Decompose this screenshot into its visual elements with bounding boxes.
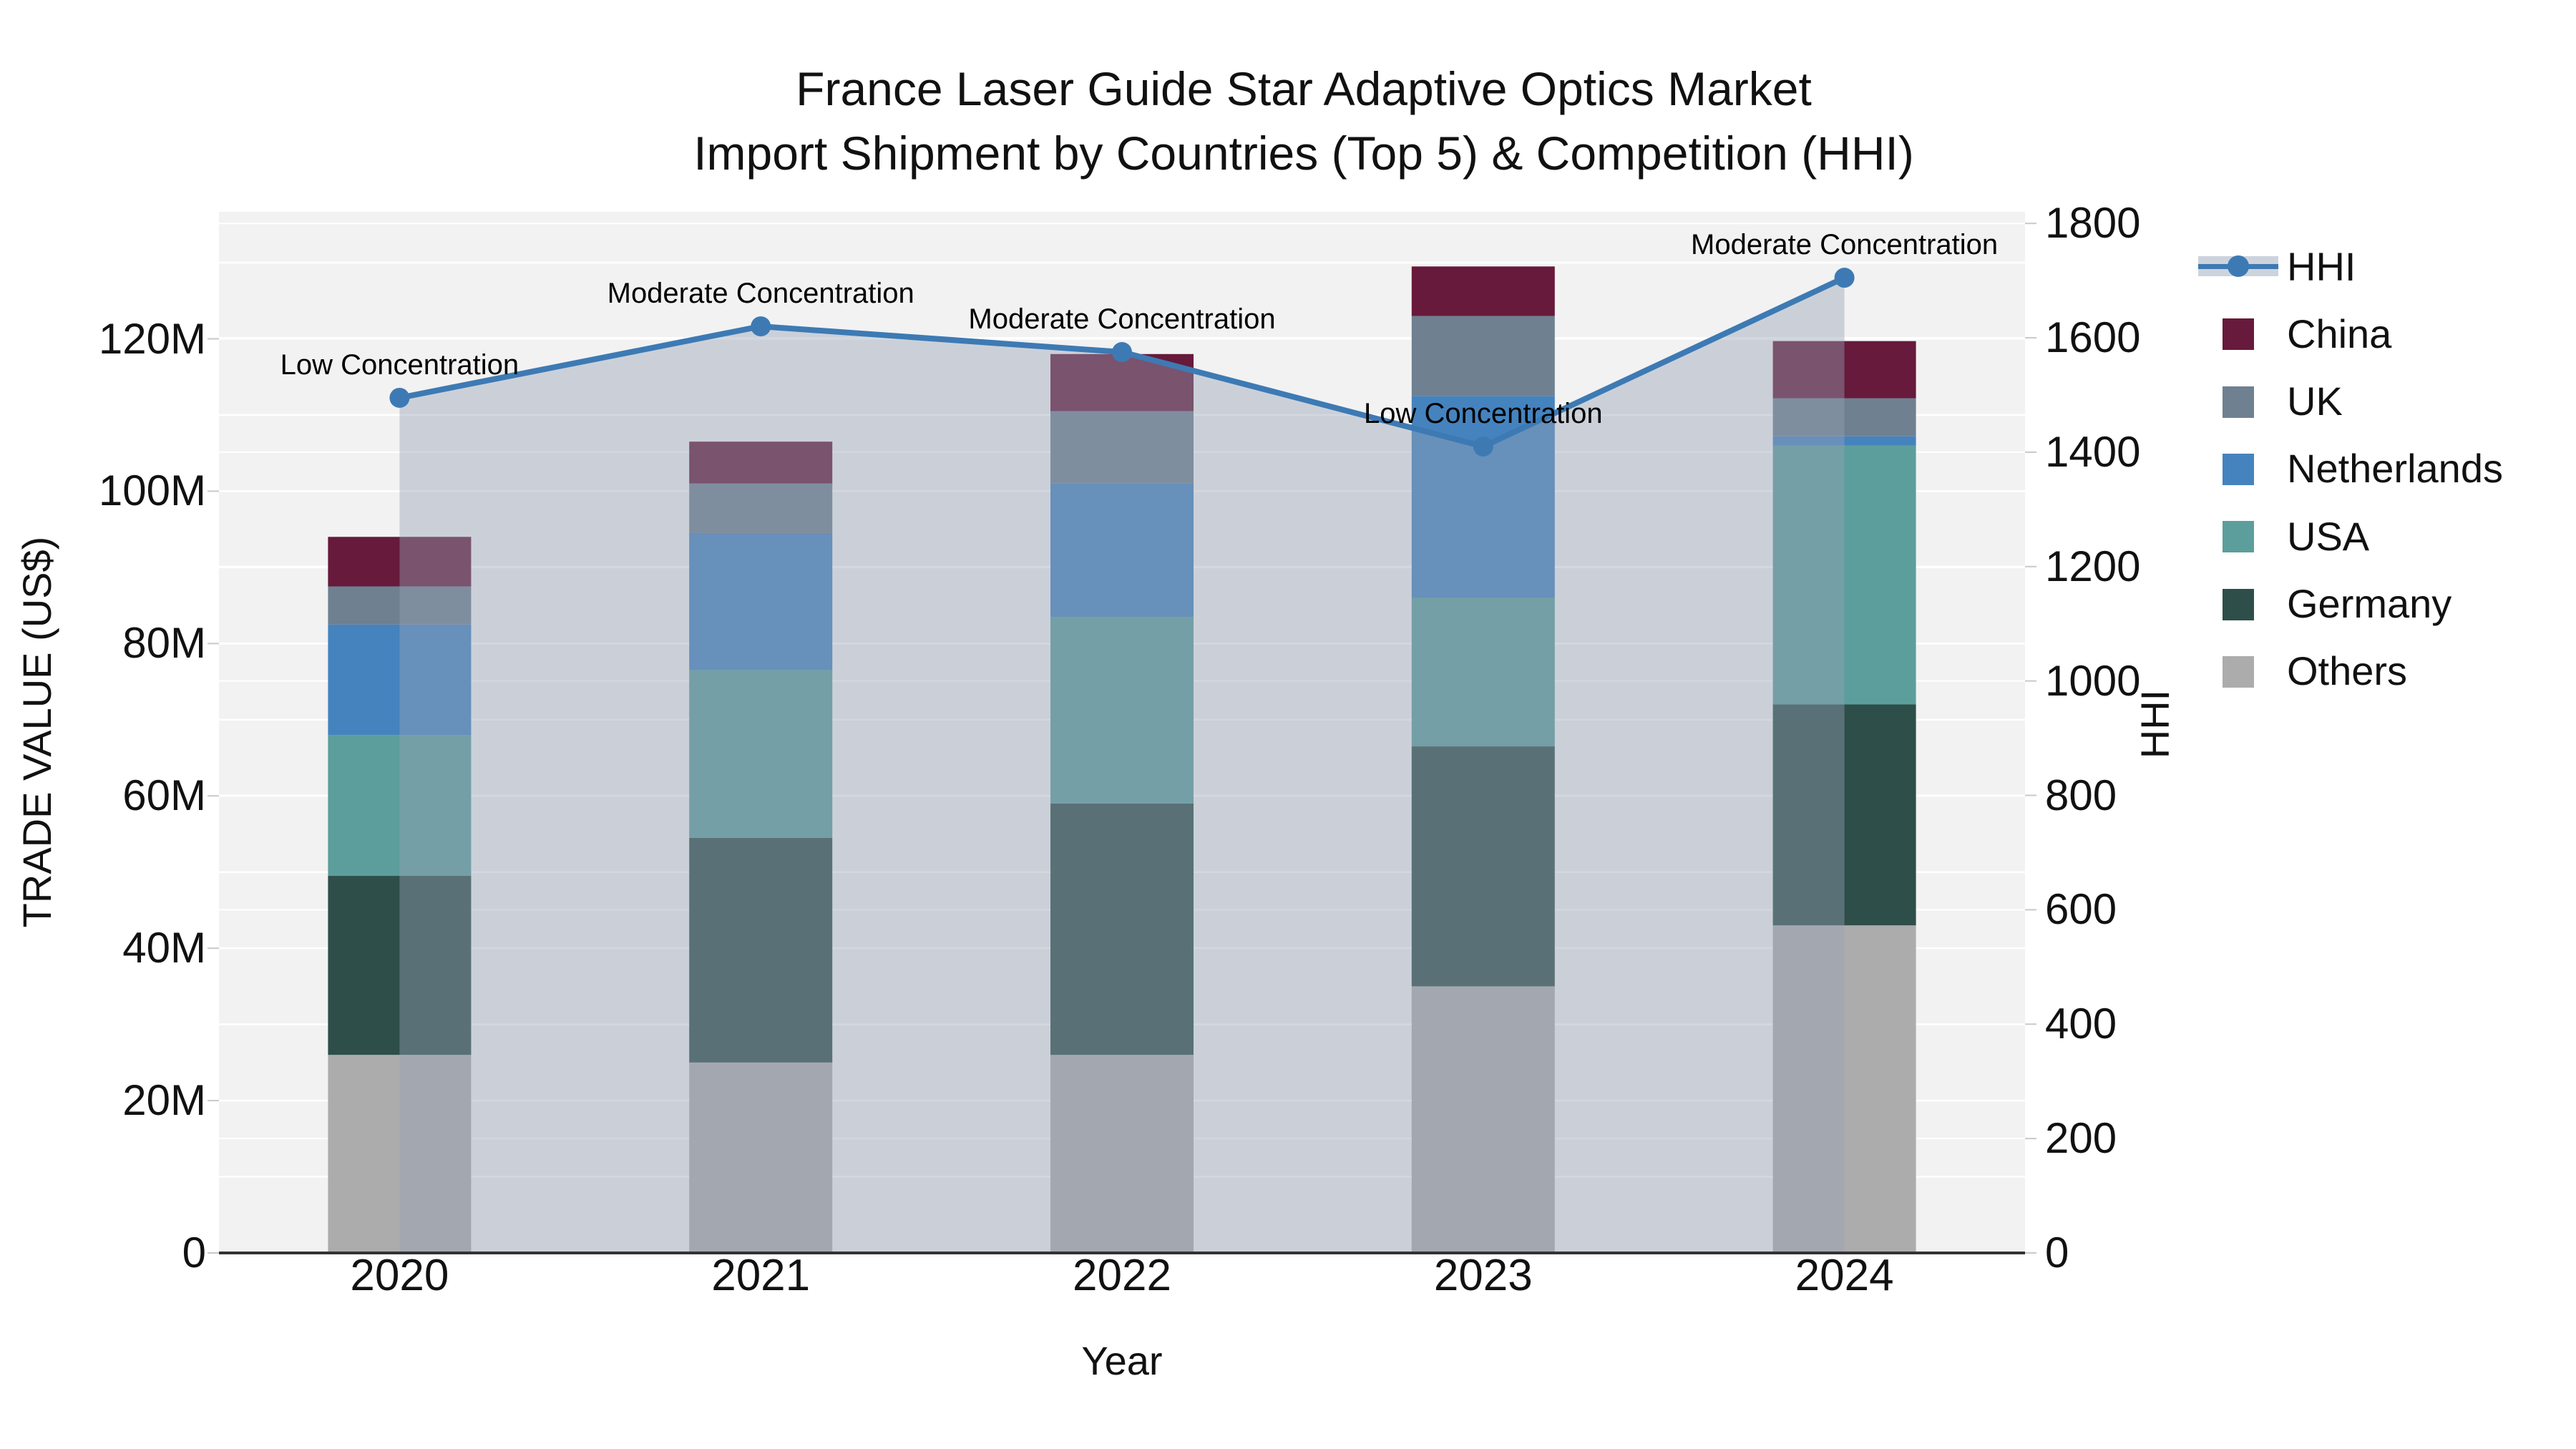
bar-segment-uk-2023 bbox=[1411, 316, 1555, 396]
legend-label: HHI bbox=[2287, 243, 2356, 289]
legend-line-sample-icon bbox=[2198, 243, 2278, 290]
bar-segment-uk-2020 bbox=[328, 586, 472, 625]
legend-label: Germany bbox=[2287, 581, 2452, 626]
hhi-annotation-2024: Moderate Concentration bbox=[1691, 229, 1999, 261]
bar-segment-usa-2024 bbox=[1772, 445, 1916, 705]
y2-axis-tick-label: 200 bbox=[2045, 1114, 2117, 1163]
bar-segment-china-2024 bbox=[1772, 341, 1916, 399]
legend-item-netherlands[interactable]: Netherlands bbox=[2198, 445, 2503, 492]
y2-axis-tick-label: 1400 bbox=[2045, 427, 2141, 476]
bar-segment-usa-2022 bbox=[1050, 617, 1194, 804]
bar-segment-germany-2022 bbox=[1050, 803, 1194, 1055]
y-axis-tick-label: 60M bbox=[122, 771, 206, 820]
legend-swatch-icon bbox=[2198, 580, 2278, 628]
hhi-annotation-2021: Moderate Concentration bbox=[607, 278, 914, 310]
hhi-annotation-2023: Low Concentration bbox=[1364, 397, 1603, 429]
legend-swatch-icon bbox=[2198, 310, 2278, 357]
bar-segment-usa-2023 bbox=[1411, 597, 1555, 747]
bar-segment-usa-2020 bbox=[328, 735, 472, 877]
bar-segment-germany-2020 bbox=[328, 876, 472, 1055]
y-axis-tick-label: 40M bbox=[122, 924, 206, 972]
x-axis-tick-label: 2021 bbox=[711, 1251, 811, 1300]
legend-label: UK bbox=[2287, 379, 2343, 424]
legend-item-china[interactable]: China bbox=[2198, 310, 2391, 357]
legend-item-hhi[interactable]: HHI bbox=[2198, 243, 2356, 290]
bar-segment-others-2021 bbox=[689, 1062, 833, 1253]
y2-axis-tick-label: 1800 bbox=[2045, 199, 2141, 248]
legend-label: China bbox=[2287, 311, 2392, 356]
bar-segment-others-2020 bbox=[328, 1055, 472, 1253]
bar-segment-china-2023 bbox=[1411, 266, 1555, 316]
y2-axis-tick-label: 600 bbox=[2045, 885, 2117, 934]
bar-segment-germany-2023 bbox=[1411, 746, 1555, 987]
bar-segment-china-2021 bbox=[689, 441, 833, 484]
x-axis-tick-label: 2020 bbox=[350, 1251, 449, 1300]
bar-segment-netherlands-2020 bbox=[328, 624, 472, 736]
y2-axis-tick-label: 400 bbox=[2045, 1000, 2117, 1048]
hhi-point-2022 bbox=[1112, 342, 1132, 363]
bar-segment-germany-2024 bbox=[1772, 704, 1916, 926]
chart-title-line2: Import Shipment by Countries (Top 5) & C… bbox=[693, 127, 1914, 180]
y2-axis-tick-label: 1600 bbox=[2045, 313, 2141, 362]
bar-segment-usa-2021 bbox=[689, 670, 833, 838]
bar-segment-others-2023 bbox=[1411, 986, 1555, 1253]
y2-axis-tick-label: 800 bbox=[2045, 771, 2117, 819]
bar-segment-uk-2024 bbox=[1772, 398, 1916, 436]
bar-segment-netherlands-2022 bbox=[1050, 483, 1194, 618]
bar-segment-uk-2022 bbox=[1050, 411, 1194, 484]
bar-segment-germany-2021 bbox=[689, 837, 833, 1063]
legend-label: Others bbox=[2287, 648, 2408, 694]
hhi-point-2021 bbox=[751, 316, 771, 337]
legend-item-others[interactable]: Others bbox=[2198, 648, 2407, 695]
bar-segment-others-2022 bbox=[1050, 1055, 1194, 1253]
y-axis-tick-label: 100M bbox=[98, 467, 206, 515]
hhi-annotation-2020: Low Concentration bbox=[280, 348, 519, 381]
legend-item-uk[interactable]: UK bbox=[2198, 378, 2343, 425]
hhi-point-2024 bbox=[1834, 268, 1855, 288]
legend-color-swatch bbox=[2223, 655, 2254, 688]
bar-segment-netherlands-2024 bbox=[1772, 436, 1916, 446]
legend-label: Netherlands bbox=[2287, 446, 2503, 492]
chart-title-line1: France Laser Guide Star Adaptive Optics … bbox=[796, 62, 1812, 115]
x-axis-tick-label: 2024 bbox=[1795, 1251, 1894, 1300]
legend-marker-dot bbox=[2228, 255, 2249, 277]
bar-segment-netherlands-2023 bbox=[1411, 396, 1555, 598]
hhi-annotation-2022: Moderate Concentration bbox=[968, 303, 1276, 336]
y2-axis-tick-label: 1000 bbox=[2045, 656, 2141, 705]
y-axis-tick-label: 80M bbox=[122, 619, 206, 668]
hhi-point-2020 bbox=[389, 387, 410, 408]
legend-color-swatch bbox=[2223, 588, 2254, 620]
legend-item-usa[interactable]: USA bbox=[2198, 512, 2369, 560]
legend-color-swatch bbox=[2223, 318, 2254, 351]
bar-segment-uk-2021 bbox=[689, 483, 833, 533]
y2-axis-tick-label: 1200 bbox=[2045, 542, 2141, 590]
x-axis-title: Year bbox=[1081, 1338, 1163, 1383]
legend-swatch-icon bbox=[2198, 648, 2278, 695]
legend-swatch-icon bbox=[2198, 512, 2278, 560]
bar-segment-netherlands-2021 bbox=[689, 532, 833, 670]
bar-segment-others-2024 bbox=[1772, 925, 1916, 1253]
hhi-area-fill bbox=[399, 278, 1845, 1253]
legend-color-swatch bbox=[2223, 521, 2254, 553]
y2-axis-title: HHI bbox=[2132, 689, 2177, 759]
legend-color-swatch bbox=[2223, 386, 2254, 418]
legend-item-germany[interactable]: Germany bbox=[2198, 580, 2451, 628]
y2-axis-tick-label: 0 bbox=[2045, 1229, 2069, 1277]
y-axis-tick-label: 120M bbox=[98, 314, 206, 363]
y-axis-title: TRADE VALUE (US$) bbox=[14, 536, 59, 928]
y-axis-tick-label: 0 bbox=[182, 1229, 206, 1277]
x-axis-tick-label: 2023 bbox=[1433, 1251, 1533, 1300]
legend-swatch-icon bbox=[2198, 378, 2278, 425]
legend-color-swatch bbox=[2223, 453, 2254, 485]
legend-label: USA bbox=[2287, 513, 2370, 559]
legend-swatch-icon bbox=[2198, 445, 2278, 492]
y-axis-tick-label: 20M bbox=[122, 1076, 206, 1125]
x-axis-tick-label: 2022 bbox=[1073, 1251, 1171, 1300]
hhi-point-2023 bbox=[1473, 436, 1493, 457]
bar-segment-china-2020 bbox=[328, 537, 472, 587]
